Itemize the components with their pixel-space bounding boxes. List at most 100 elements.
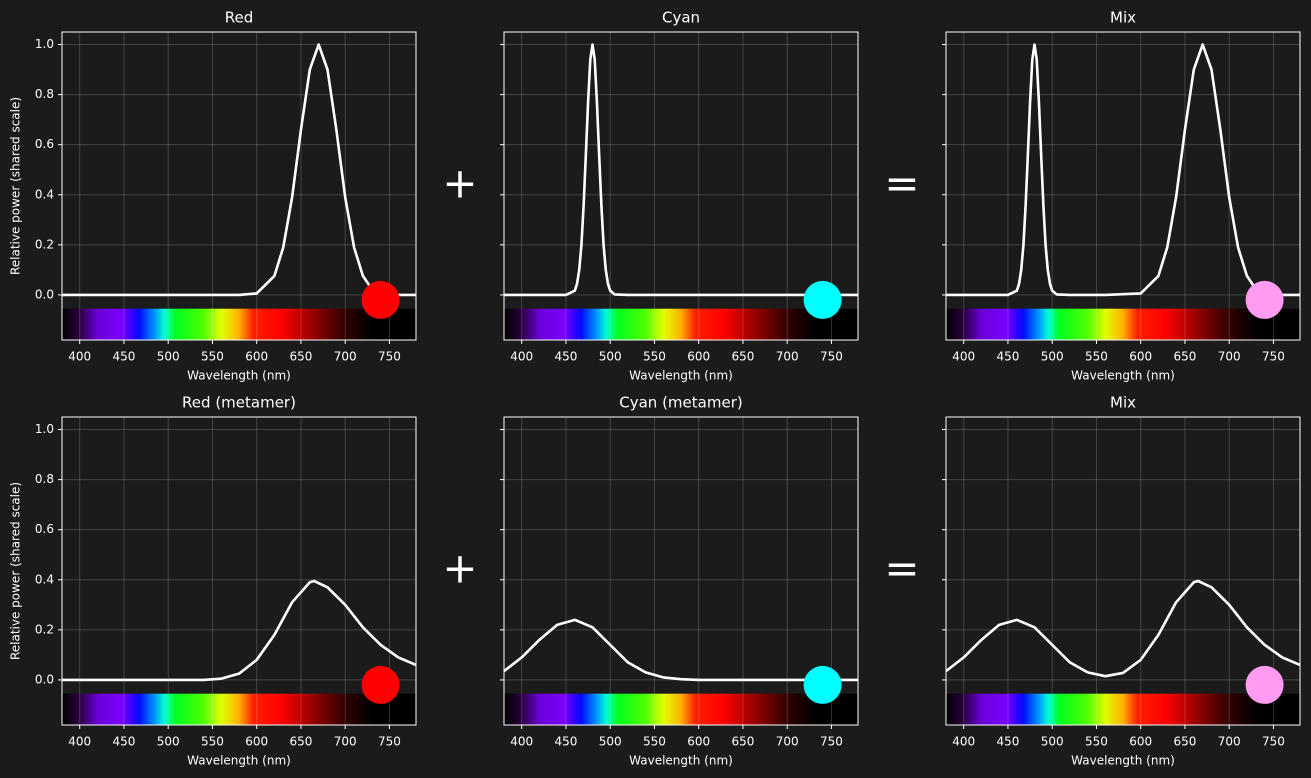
chart-title: Mix [1110,9,1136,27]
x-tick-label: 750 [378,735,401,749]
spectrum-strip [946,308,1300,340]
y-tick-label: 0.4 [35,572,54,586]
panel: 400 450 500 550 600 650 700 750 Cyan Wavelength (… [500,9,859,383]
x-tick-label: 500 [1041,735,1064,749]
y-tick-label: 0.2 [35,622,54,636]
spectrum-line [945,579,1301,678]
x-tick-label: 700 [776,350,799,364]
plot-frame [61,31,417,341]
y-tick-label: 0.6 [35,522,54,536]
panel: 400 450 500 550 600 650 700 750 Cyan (metamer) Wa… [500,394,859,768]
operator: + [442,159,477,208]
x-tick-label: 400 [510,350,533,364]
x-tick-label: 700 [1218,350,1241,364]
plot-area [504,32,858,340]
x-tick-label: 450 [996,735,1019,749]
x-axis-label: Wavelength (nm) [1071,754,1175,768]
x-tick-label: 500 [599,350,622,364]
y-tick-label: 0.4 [35,187,54,201]
color-swatch [803,665,842,704]
x-tick-label: 600 [687,735,710,749]
x-tick-label: 700 [1218,735,1241,749]
x-tick-label: 650 [289,350,312,364]
x-tick-label: 500 [157,350,180,364]
x-axis-label: Wavelength (nm) [1071,369,1175,383]
x-axis-label: Wavelength (nm) [187,754,291,768]
y-tick-label: 0.8 [35,87,54,101]
x-tick-label: 400 [510,735,533,749]
color-swatch [361,280,400,319]
y-tick-label: 0.2 [35,237,54,251]
y-tick-label: 0.0 [35,672,54,686]
x-tick-label: 750 [820,735,843,749]
spectrum-strip [62,693,416,725]
x-tick-label: 550 [643,350,666,364]
x-tick-label: 500 [157,735,180,749]
spectrum-line [946,43,1300,297]
color-swatch [1245,280,1284,319]
x-tick-label: 450 [112,350,135,364]
plot-frame [945,416,1301,726]
x-tick-label: 550 [201,350,224,364]
plot-area [62,32,416,340]
operator: = [884,544,919,593]
x-tick-label: 500 [599,735,622,749]
x-tick-label: 400 [952,735,975,749]
spectrum-line [62,43,416,297]
spectrum-strip [946,693,1300,725]
spectrum-strip [504,693,858,725]
panel: 400 450 500 550 600 650 700 750 Mix Wavelength (n… [942,9,1301,383]
x-tick-label: 600 [245,735,268,749]
x-tick-label: 400 [68,350,91,364]
panel: 400 450 500 550 600 650 700 750 0.0 0.2 0.4 0.6 0.8 1… [9,9,417,383]
x-tick-label: 450 [996,350,1019,364]
plot-frame [503,416,859,726]
spectrum-strip [504,308,858,340]
plot-area [946,32,1300,340]
panel: 400 450 500 550 600 650 700 750 Mix Wavelength (n… [942,394,1301,768]
x-tick-label: 650 [1173,350,1196,364]
panel: 400 450 500 550 600 650 700 750 0.0 0.2 0.4 0.6 0.8 1… [9,394,417,768]
y-tick-label: 0.0 [35,287,54,301]
x-tick-label: 700 [776,735,799,749]
x-tick-label: 650 [731,735,754,749]
y-tick-label: 1.0 [35,37,54,51]
x-tick-label: 550 [1085,350,1108,364]
color-swatch [803,280,842,319]
x-tick-label: 700 [334,735,357,749]
x-tick-label: 550 [1085,735,1108,749]
color-swatch [1245,665,1284,704]
plot-area [504,417,858,725]
color-swatch [361,665,400,704]
y-axis-label: Relative power (shared scale) [9,97,23,275]
x-tick-label: 600 [687,350,710,364]
y-tick-label: 0.8 [35,472,54,486]
x-tick-label: 750 [820,350,843,364]
x-tick-label: 750 [378,350,401,364]
x-tick-label: 550 [643,735,666,749]
x-tick-label: 750 [1262,350,1285,364]
x-tick-label: 550 [201,735,224,749]
y-tick-label: 0.6 [35,137,54,151]
x-axis-label: Wavelength (nm) [187,369,291,383]
x-tick-label: 650 [289,735,312,749]
x-tick-label: 600 [245,350,268,364]
x-tick-label: 450 [554,350,577,364]
x-tick-label: 650 [731,350,754,364]
y-tick-label: 1.0 [35,422,54,436]
operator: + [442,544,477,593]
y-axis-label: Relative power (shared scale) [9,482,23,660]
x-tick-label: 450 [554,735,577,749]
plot-frame [61,416,417,726]
x-tick-label: 750 [1262,735,1285,749]
chart-title: Cyan (metamer) [619,394,742,412]
x-tick-label: 600 [1129,350,1152,364]
x-tick-label: 700 [334,350,357,364]
x-tick-label: 650 [1173,735,1196,749]
plot-frame [503,31,859,341]
chart-title: Red [225,9,254,27]
spectrum-line [62,579,417,682]
x-tick-label: 500 [1041,350,1064,364]
x-tick-label: 400 [952,350,975,364]
